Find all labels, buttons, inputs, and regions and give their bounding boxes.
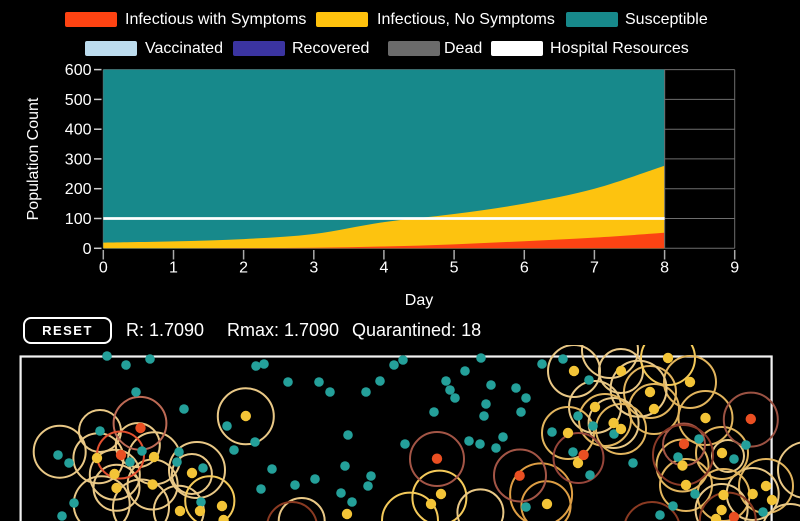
svg-text:200: 200 [65, 181, 92, 198]
svg-text:1: 1 [169, 260, 178, 277]
svg-text:300: 300 [65, 151, 92, 168]
svg-text:6: 6 [520, 260, 529, 277]
svg-text:5: 5 [450, 260, 459, 277]
svg-text:500: 500 [65, 92, 92, 109]
svg-text:2: 2 [239, 260, 248, 277]
svg-text:400: 400 [65, 122, 92, 139]
svg-text:9: 9 [730, 260, 739, 277]
svg-text:8: 8 [660, 260, 669, 277]
svg-text:Population Count: Population Count [25, 97, 42, 220]
svg-text:100: 100 [65, 211, 92, 228]
svg-text:0: 0 [83, 241, 92, 258]
svg-text:4: 4 [379, 260, 388, 277]
svg-text:7: 7 [590, 260, 599, 277]
svg-text:Day: Day [405, 292, 433, 309]
svg-text:600: 600 [65, 62, 92, 79]
svg-text:3: 3 [309, 260, 318, 277]
svg-text:0: 0 [99, 260, 108, 277]
